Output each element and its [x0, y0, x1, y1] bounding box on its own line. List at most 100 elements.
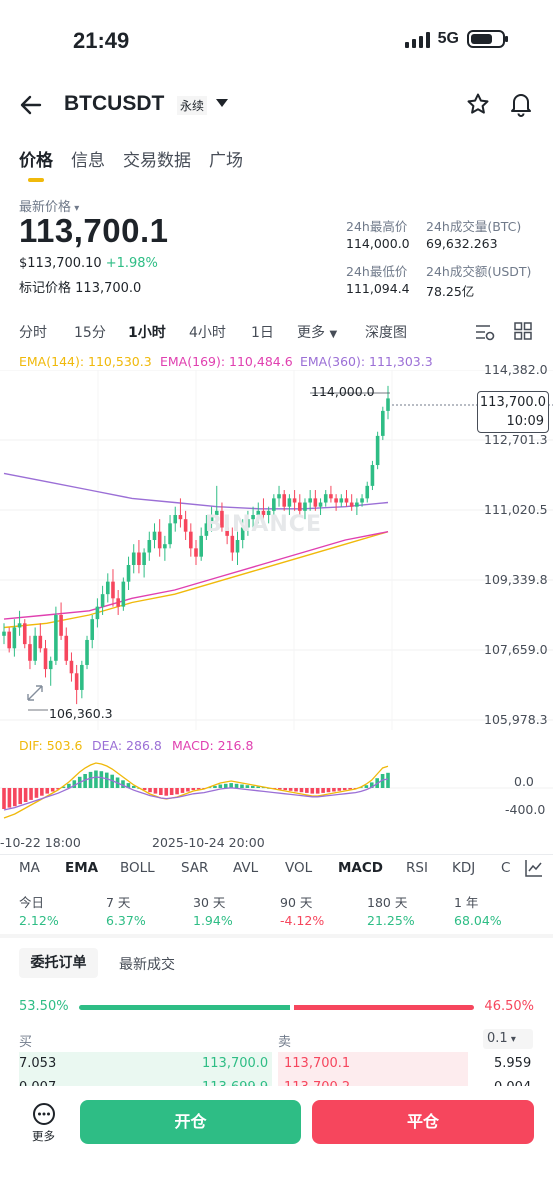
- last-price-label[interactable]: 最新价格: [19, 196, 79, 215]
- ind-ma[interactable]: MA: [19, 860, 40, 876]
- chart-settings-icon[interactable]: [475, 323, 495, 341]
- ema144-legend: EMA(144): 110,530.3: [19, 354, 152, 369]
- candle-body: [178, 515, 183, 520]
- candle-body: [157, 531, 162, 549]
- macd-bar: [72, 780, 77, 788]
- candle-body: [194, 548, 198, 557]
- tab-square[interactable]: 广场: [209, 151, 243, 171]
- caret-down-icon[interactable]: [215, 98, 229, 108]
- macd-bar: [315, 788, 320, 794]
- back-arrow-icon[interactable]: [18, 92, 44, 118]
- candle-body: [28, 644, 32, 661]
- y-tick: 109,339.8: [484, 571, 548, 587]
- bid-price-0[interactable]: 113,700.0: [202, 1056, 269, 1071]
- candle-body: [64, 635, 69, 661]
- stat-low: 24h最低价 111,094.4: [346, 261, 410, 296]
- interval-tab-depth[interactable]: 深度图: [365, 325, 407, 341]
- candle-body: [365, 485, 370, 499]
- candle-body: [308, 498, 312, 503]
- ind-avl[interactable]: AVL: [233, 860, 259, 876]
- contract-badge: 永续: [177, 96, 208, 115]
- expand-icon[interactable]: [24, 682, 46, 704]
- close-position-button[interactable]: 平仓: [312, 1100, 534, 1144]
- macd-chart[interactable]: [0, 752, 553, 830]
- interval-tab-4h[interactable]: 4小时: [189, 325, 226, 341]
- ind-ema[interactable]: EMA: [65, 860, 99, 876]
- bid-price-1[interactable]: 113,699.9: [202, 1080, 269, 1088]
- macd-bar: [369, 782, 374, 788]
- interval-tab-time[interactable]: 分时: [19, 325, 47, 341]
- tab-trade-data[interactable]: 交易数据: [123, 151, 191, 171]
- macd-bar: [310, 788, 315, 794]
- candle-body: [225, 527, 229, 536]
- macd-bar: [104, 772, 109, 788]
- dif-line: [3, 762, 389, 819]
- bell-icon[interactable]: [509, 91, 533, 117]
- candle-body: [282, 494, 287, 507]
- candle-body: [126, 564, 131, 582]
- y-tick: 114,382.0: [484, 362, 548, 377]
- symbol-title[interactable]: BTCUSDT: [64, 92, 165, 115]
- interval-tab-1h[interactable]: 1小时: [128, 325, 166, 341]
- tab-order-book[interactable]: 委托订单: [19, 948, 98, 978]
- macd-bar: [196, 788, 201, 790]
- layout-grid-icon[interactable]: [514, 322, 532, 340]
- ind-kdj[interactable]: KDJ: [452, 860, 476, 876]
- y-tick: 111,020.5: [484, 502, 548, 517]
- candle-body: [375, 435, 380, 466]
- indicator-chart-icon[interactable]: [525, 859, 543, 877]
- ind-macd[interactable]: MACD: [338, 860, 383, 876]
- tab-price[interactable]: 价格: [19, 151, 53, 171]
- order-book-rows: 7.053 113,700.0 113,700.1 5.959 0.007 11…: [0, 1052, 553, 1088]
- candle-body: [142, 552, 146, 565]
- bid-qty-1: 0.007: [19, 1080, 57, 1088]
- candle-body: [189, 531, 193, 549]
- macd-bar: [321, 788, 325, 793]
- macd-bar: [305, 788, 309, 793]
- macd-bar: [169, 788, 174, 795]
- watermark: BINANCE: [205, 512, 322, 537]
- more-label[interactable]: 更多: [32, 1129, 55, 1143]
- interval-tab-1d[interactable]: 1日: [251, 325, 274, 341]
- stat-low-value: 111,094.4: [346, 281, 410, 296]
- candle-body: [163, 544, 167, 549]
- favorite-star-icon[interactable]: [466, 92, 490, 116]
- interval-tab-more[interactable]: 更多 ▼: [297, 322, 337, 342]
- ind-sar[interactable]: SAR: [181, 860, 209, 876]
- macd-bar: [175, 788, 179, 795]
- tab-info[interactable]: 信息: [71, 151, 105, 171]
- ind-more[interactable]: C: [501, 860, 511, 876]
- price-step-select[interactable]: 0.1: [483, 1029, 533, 1049]
- ind-rsi[interactable]: RSI: [406, 860, 428, 876]
- more-icon[interactable]: [32, 1102, 56, 1126]
- open-position-button[interactable]: 开仓: [80, 1100, 301, 1144]
- candle-body: [121, 581, 126, 607]
- macd-bar: [56, 788, 60, 790]
- perf-label: 今日: [19, 895, 45, 910]
- macd-bar: [153, 788, 158, 794]
- macd-bar: [294, 788, 298, 792]
- more-caret-icon: ▼: [329, 329, 338, 340]
- macd-bar: [250, 785, 255, 788]
- current-price-value: 113,700.0: [479, 395, 547, 410]
- macd-bar: [50, 788, 55, 792]
- last-price: 113,700.1: [19, 212, 169, 249]
- interval-tab-15m[interactable]: 15分: [74, 325, 106, 341]
- tab-active-indicator: [28, 178, 44, 182]
- ask-price-0[interactable]: 113,700.1: [284, 1056, 351, 1071]
- section-divider: [0, 934, 553, 938]
- ind-vol[interactable]: VOL: [285, 860, 313, 876]
- mark-price-label: 标记价格: [19, 281, 72, 296]
- ask-price-1[interactable]: 113,700.2: [284, 1080, 351, 1088]
- candle-body: [69, 660, 74, 674]
- candle-body: [292, 498, 297, 503]
- y-tick: 112,701.3: [484, 431, 548, 447]
- macd-bar: [121, 780, 125, 788]
- ind-boll[interactable]: BOLL: [120, 860, 155, 876]
- candle-body: [329, 494, 333, 499]
- candle-body: [230, 535, 235, 553]
- header: BTCUSDT 永续: [0, 86, 553, 126]
- tab-recent-trades[interactable]: 最新成交: [119, 957, 175, 973]
- stat-vol-btc-value: 69,632.263: [426, 236, 498, 251]
- candlestick-chart[interactable]: [0, 370, 553, 730]
